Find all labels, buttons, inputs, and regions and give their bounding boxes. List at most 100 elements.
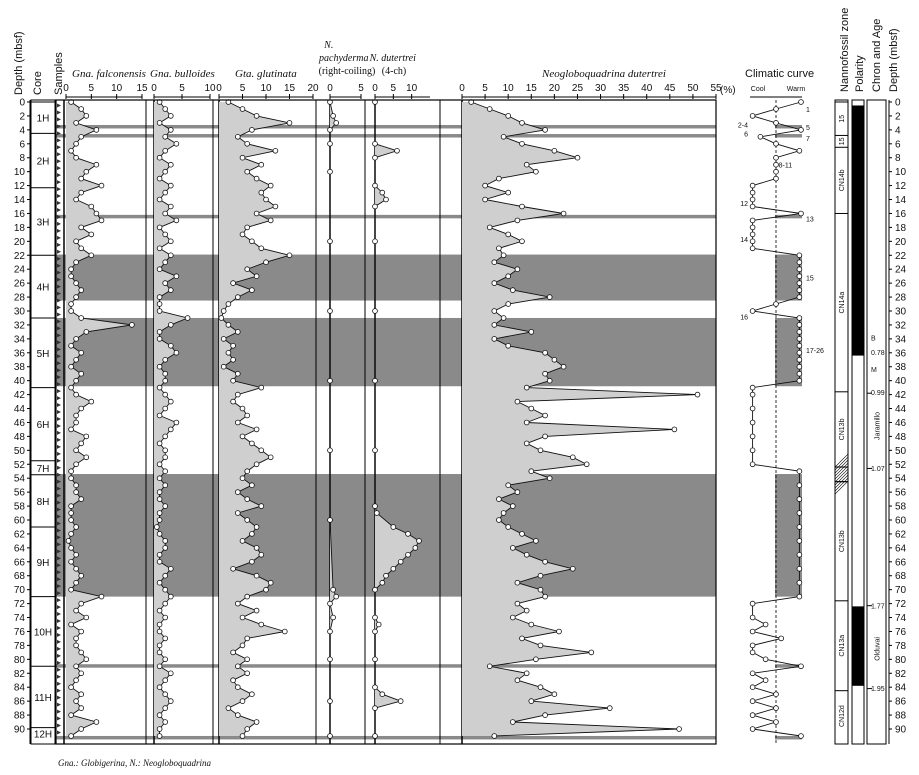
data-point [168,203,174,210]
right-depth-tick-label: 68 [895,571,907,582]
right-depth-tick-label: 88 [895,711,907,722]
series-line [329,101,337,736]
right-depth-tick-label: 58 [895,502,907,513]
data-point [83,168,90,175]
data-point [93,161,100,168]
data-point [156,294,163,300]
data-point [505,342,512,349]
chron-label: 1.77 [871,604,885,611]
data-point [556,628,562,635]
data-point [267,182,274,189]
data-point [156,196,163,203]
sample-marker [57,716,61,721]
right-columns: 15 15 CN14b CN14a CN13b CN13b CN13a CN12d B 0.78 M… [834,98,907,745]
right-depth-tick-label: 18 [895,223,907,234]
top-axis-tick-label: 20 [549,83,561,94]
depth-tick-label: 46 [14,418,26,429]
sample-marker [57,563,61,568]
data-point [749,238,756,245]
data-point [162,106,169,112]
data-point [528,329,535,335]
core-label: 7H [37,464,50,475]
sample-marker [57,549,61,554]
depth-tick-label: 72 [14,599,26,610]
sample-marker [57,521,61,526]
data-point [162,391,169,398]
sample-marker [57,138,61,143]
data-point [509,545,516,551]
sample-marker [57,159,61,164]
data-point [263,196,269,203]
nanno-zone-hatch-line [834,462,849,477]
data-point [88,203,95,210]
data-point [327,656,333,663]
data-point [78,440,84,447]
data-point [327,168,333,175]
data-point [796,363,803,370]
data-point [796,593,803,600]
right-depth-tick-label: 20 [895,237,907,248]
right-depth-tick-label: 86 [895,697,907,708]
depth-tick-label: 32 [14,320,26,331]
data-point [514,266,521,273]
right-depth-tick-label: 48 [895,432,907,443]
series-area [154,102,188,736]
sample-marker [57,410,61,415]
data-point [394,148,400,154]
data-point [235,684,241,690]
right-depth-tick-label: 12 [895,181,907,192]
sample-marker [57,472,61,477]
depth-tick-label: 22 [14,251,26,262]
data-point [330,113,336,119]
data-point [796,510,803,516]
data-point [514,677,521,683]
data-point [397,558,404,565]
data-point [156,649,163,656]
nanno-zone-hatch-line [834,477,849,492]
sample-marker [57,535,61,540]
data-point [533,656,539,663]
data-point [405,531,411,537]
sample-marker [57,103,61,108]
data-point [244,496,251,502]
sample-marker [57,277,61,282]
depth-tick-label: 50 [14,446,26,457]
data-point [83,614,90,621]
sample-marker [57,326,61,331]
depth-tick-label: 90 [14,725,26,736]
data-point [168,161,174,168]
climatic-curve-title: Climatic curve [745,68,814,80]
data-point [162,210,169,217]
sample-marker [57,256,61,261]
data-point [162,259,169,266]
data-point [78,572,84,579]
right-depth-tick-label: 90 [895,725,907,736]
data-point [773,705,779,711]
sample-marker [57,201,61,206]
sample-marker [57,500,61,505]
data-point [258,447,265,454]
data-point [162,719,169,725]
climate-annotation: 12 [740,201,748,208]
chron-label: M [871,367,877,374]
shade-band [56,124,716,129]
frame-layer: 0246810121416182022242628303234363840424… [14,83,805,745]
data-point [162,586,169,593]
neogloboquadrina-title: Neogloboquadrina dutertrei [541,68,666,80]
data-point [327,127,333,133]
data-point [78,705,84,711]
sample-marker [57,486,61,491]
data-point [68,558,74,565]
data-point [258,189,265,196]
data-point [372,203,378,210]
sample-marker [57,730,61,735]
data-point [239,614,246,621]
depth-tick-label: 14 [14,195,26,206]
data-point [73,447,79,454]
depth-tick-label: 78 [14,641,26,652]
data-point [773,141,779,147]
depth-tick-label: 70 [14,585,26,596]
data-point [372,377,378,384]
data-point [156,224,163,231]
data-point [244,656,251,663]
